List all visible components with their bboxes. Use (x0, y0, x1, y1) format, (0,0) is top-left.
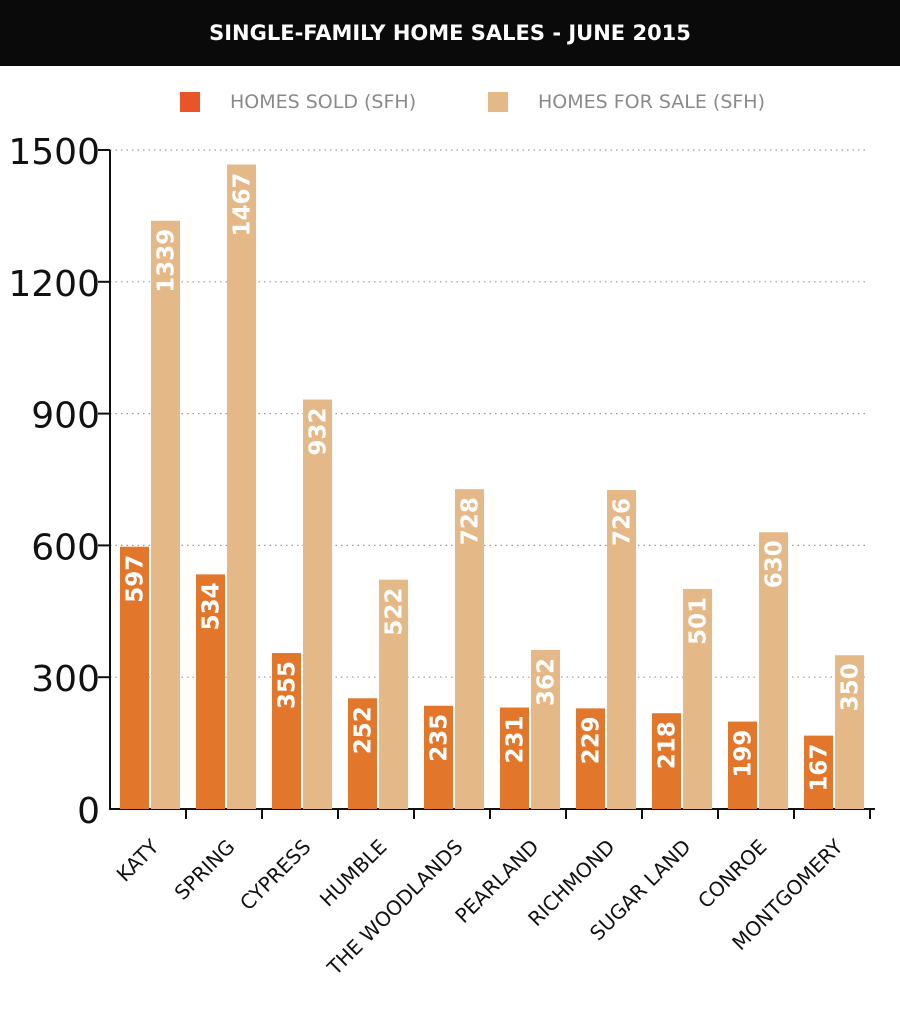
data-label-homes-sold: 252 (351, 706, 377, 754)
data-label-homes-sold: 199 (731, 730, 757, 778)
category-label: SPRING (170, 835, 240, 905)
legend: HOMES SOLD (SFH) HOMES FOR SALE (SFH) (0, 91, 900, 121)
y-tick-label: 600 (31, 527, 100, 568)
category-label: KATY (112, 834, 164, 886)
bar-homes-for-sale (227, 164, 256, 810)
y-tick-label: 900 (31, 396, 100, 437)
data-label-homes-sold: 534 (199, 582, 225, 630)
bar-homes-sold (120, 546, 149, 809)
y-tick-label: 300 (31, 659, 100, 700)
legend-swatch-sold (180, 92, 200, 112)
legend-item-homes-for-sale: HOMES FOR SALE (SFH) (488, 91, 765, 113)
data-label-homes-for-sale: 1339 (154, 229, 180, 293)
bar-homes-for-sale (607, 490, 636, 809)
bar-homes-sold (728, 721, 757, 809)
bar-homes-for-sale (531, 649, 560, 809)
bar-homes-for-sale (455, 489, 484, 809)
data-label-homes-sold: 218 (655, 721, 681, 769)
bar-homes-sold (272, 653, 301, 809)
data-label-homes-for-sale: 630 (762, 540, 788, 588)
bar-homes-for-sale (379, 579, 408, 809)
data-label-homes-for-sale: 350 (838, 663, 864, 711)
y-tick-label: 1200 (8, 264, 100, 305)
legend-label-for-sale: HOMES FOR SALE (SFH) (538, 91, 766, 113)
legend-swatch-for-sale (488, 92, 508, 112)
legend-item-homes-sold: HOMES SOLD (SFH) (180, 91, 416, 113)
bar-homes-sold (500, 707, 529, 809)
bar-homes-sold (348, 698, 377, 809)
data-label-homes-for-sale: 726 (610, 498, 636, 546)
data-label-homes-sold: 355 (275, 661, 301, 709)
bar-homes-sold (652, 713, 681, 809)
bar-homes-for-sale (683, 588, 712, 809)
data-label-homes-sold: 229 (579, 716, 605, 764)
y-tick-label: 1500 (8, 132, 100, 173)
data-label-homes-for-sale: 362 (534, 658, 560, 706)
data-label-homes-sold: 597 (123, 555, 149, 603)
chart-title: SINGLE-FAMILY HOME SALES - JUNE 2015 (0, 0, 900, 66)
data-label-homes-for-sale: 501 (686, 597, 712, 645)
category-label: HUMBLE (315, 835, 392, 912)
data-label-homes-sold: 167 (807, 744, 833, 792)
bar-homes-sold (196, 574, 225, 809)
data-label-homes-for-sale: 932 (306, 408, 332, 456)
bar-homes-for-sale (303, 399, 332, 809)
data-label-homes-for-sale: 728 (458, 497, 484, 545)
legend-label-sold: HOMES SOLD (SFH) (230, 91, 417, 113)
category-label: CYPRESS (235, 835, 315, 915)
bar-homes-sold (424, 705, 453, 809)
bar-homes-for-sale (835, 655, 864, 809)
data-label-homes-for-sale: 522 (382, 588, 408, 636)
data-label-homes-for-sale: 1467 (230, 172, 256, 236)
data-label-homes-sold: 231 (503, 716, 529, 764)
bar-homes-for-sale (759, 532, 788, 809)
y-tick-label: 0 (77, 791, 100, 832)
category-label: CONROE (693, 835, 771, 913)
data-label-homes-sold: 235 (427, 714, 453, 762)
bar-homes-sold (804, 735, 833, 809)
bar-homes-sold (576, 708, 605, 809)
bar-homes-for-sale (151, 220, 180, 809)
category-label: THE WOODLANDS (322, 835, 468, 981)
